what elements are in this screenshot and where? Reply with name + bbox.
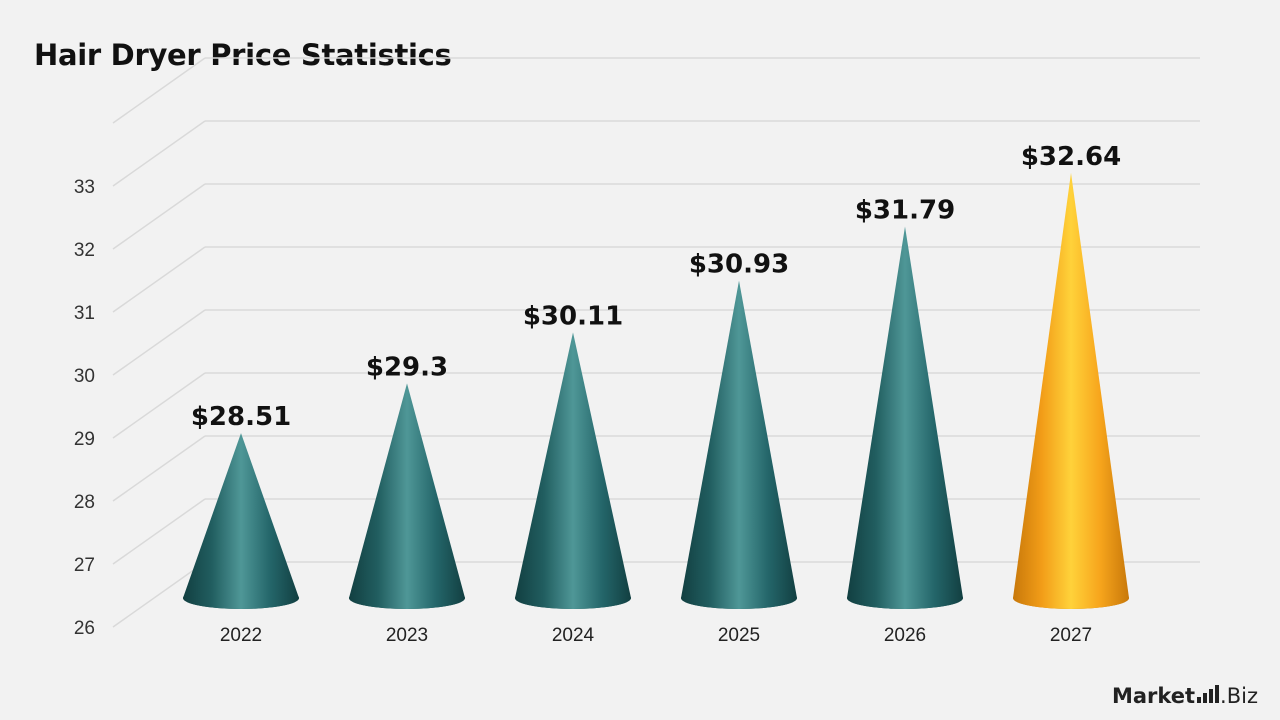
bar-cone xyxy=(349,383,465,609)
bar-cone xyxy=(681,280,797,609)
gridline xyxy=(112,120,1200,187)
y-tick-label: 27 xyxy=(74,555,95,576)
x-tick-label: 2025 xyxy=(718,625,760,646)
gridline xyxy=(112,57,1200,124)
data-label: $28.51 xyxy=(191,402,291,432)
brand-name: Market xyxy=(1111,684,1196,708)
chart-title: Hair Dryer Price Statistics xyxy=(34,38,452,72)
x-tick-label: 2022 xyxy=(220,625,262,646)
y-tick-label: 26 xyxy=(74,618,95,639)
bar-chart-icon xyxy=(1197,685,1220,703)
bar-cone xyxy=(183,433,299,609)
marketbiz-logo: Market .Biz xyxy=(1112,684,1258,708)
bar-cone xyxy=(847,226,963,610)
y-tick-label: 33 xyxy=(74,177,95,198)
x-tick-label: 2023 xyxy=(386,625,428,646)
y-tick-label: 32 xyxy=(74,240,95,261)
x-tick-label: 2024 xyxy=(552,625,595,646)
x-tick-label: 2027 xyxy=(1050,625,1092,646)
y-tick-label: 29 xyxy=(74,429,95,450)
gridline xyxy=(112,372,1200,439)
data-label: $30.11 xyxy=(523,301,623,331)
gridline xyxy=(112,183,1200,250)
y-tick-label: 31 xyxy=(74,303,95,324)
gridline xyxy=(112,246,1200,313)
data-label: $30.93 xyxy=(689,250,789,280)
data-label: $31.79 xyxy=(855,195,955,225)
brand-suffix: .Biz xyxy=(1220,684,1258,708)
x-tick-label: 2026 xyxy=(884,625,926,646)
brand-suffix-text: Biz xyxy=(1226,684,1258,708)
bar-cone xyxy=(1013,172,1129,609)
y-tick-label: 28 xyxy=(74,492,95,513)
data-label: $32.64 xyxy=(1021,142,1121,172)
gridline xyxy=(112,435,1200,502)
data-label: $29.3 xyxy=(366,352,448,382)
gridline xyxy=(112,309,1200,376)
y-tick-label: 30 xyxy=(74,366,95,387)
bar-cone xyxy=(515,332,631,609)
